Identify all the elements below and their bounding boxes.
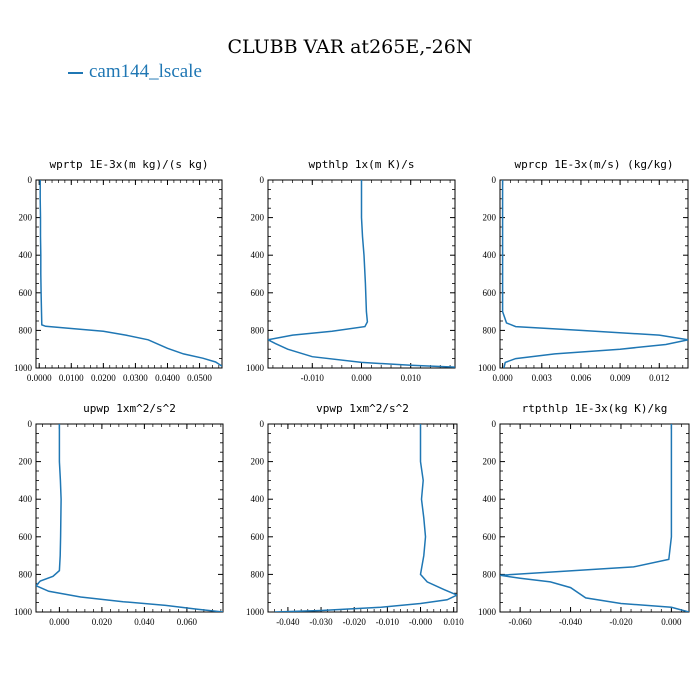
subplot-title: rtpthlp 1E-3x(kg K)/kg <box>522 402 668 415</box>
x-tick-label: 0.0100 <box>59 373 84 383</box>
y-tick-label: 600 <box>483 288 497 298</box>
y-tick-label: 400 <box>19 250 33 260</box>
subplot-3: wprcp 1E-3x(m/s) (kg/kg) 0 200 400 600 800 100… <box>478 158 689 383</box>
subplot-title: upwp 1xm^2/s^2 <box>83 402 176 415</box>
y-tick-label: 200 <box>251 213 265 223</box>
subplot-6: rtpthlp 1E-3x(kg K)/kg 0 200 400 600 800 1000 -… <box>478 402 690 627</box>
y-tick-label: 600 <box>19 532 33 542</box>
plot-frame <box>499 179 689 369</box>
figure-title: CLUBB VAR at265E,-26N <box>227 36 473 58</box>
y-tick-label: 800 <box>251 569 265 579</box>
y-tick-label: 600 <box>483 532 497 542</box>
y-tick-label: 800 <box>19 569 33 579</box>
y-tick-label: 400 <box>251 494 265 504</box>
x-tick-label: 0.000 <box>351 373 372 383</box>
x-tick-label: -0.040 <box>276 617 300 627</box>
subplot-title: wprtp 1E-3x(m kg)/(s kg) <box>50 158 209 171</box>
y-tick-label: 0 <box>28 175 33 185</box>
y-tick-label: 1000 <box>246 363 265 373</box>
x-tick-label: 0.0000 <box>27 373 52 383</box>
x-tick-label: 0.0200 <box>91 373 116 383</box>
legend: cam144_lscale <box>68 61 202 83</box>
x-tick-label: 0.010 <box>444 617 465 627</box>
plot-frame <box>267 423 458 613</box>
series-line <box>39 180 222 367</box>
series-line <box>36 424 223 612</box>
x-tick-label: 0.010 <box>401 373 422 383</box>
y-tick-label: 200 <box>251 457 265 467</box>
x-tick-label: 0.000 <box>49 617 70 627</box>
x-tick-label: 0.060 <box>177 617 198 627</box>
y-tick-label: 1000 <box>14 607 33 617</box>
x-tick-label: -0.020 <box>343 617 367 627</box>
x-tick-label: 0.012 <box>649 373 669 383</box>
y-tick-label: 0 <box>260 419 265 429</box>
y-tick-label: 1000 <box>478 607 497 617</box>
subplot-title: wprcp 1E-3x(m/s) (kg/kg) <box>515 158 674 171</box>
y-tick-label: 800 <box>251 325 265 335</box>
x-tick-label: 0.0400 <box>155 373 180 383</box>
series-line <box>501 180 688 368</box>
x-tick-label: 0.040 <box>134 617 155 627</box>
y-tick-label: 200 <box>483 457 497 467</box>
subplot-1: wprtp 1E-3x(m kg)/(s kg) 0 200 400 600 800 100… <box>14 158 223 383</box>
x-tick-label: -0.060 <box>509 617 533 627</box>
y-tick-label: 600 <box>251 288 265 298</box>
subplot-title: wpthlp 1x(m K)/s <box>309 158 415 171</box>
plot-frame <box>35 179 223 369</box>
x-tick-label: 0.0500 <box>187 373 212 383</box>
x-tick-label: 0.000 <box>661 617 682 627</box>
x-tick-label: -0.010 <box>301 373 325 383</box>
series-line <box>274 424 457 612</box>
y-tick-label: 0 <box>492 419 497 429</box>
x-tick-label: -0.020 <box>609 617 633 627</box>
x-tick-label: 0.003 <box>532 373 553 383</box>
series-line <box>268 180 455 368</box>
y-tick-label: 200 <box>19 457 33 467</box>
y-tick-label: 600 <box>19 288 33 298</box>
y-tick-label: 800 <box>483 325 497 335</box>
y-tick-label: 0 <box>492 175 497 185</box>
y-tick-label: 1000 <box>478 363 497 373</box>
plot-frame <box>35 423 224 613</box>
subplot-title: vpwp 1xm^2/s^2 <box>316 402 409 415</box>
legend-line-swatch <box>68 71 83 74</box>
series-line <box>500 424 689 612</box>
x-tick-label: 0.020 <box>92 617 113 627</box>
plot-frame <box>499 423 690 613</box>
y-tick-label: 600 <box>251 532 265 542</box>
subplot-4: upwp 1xm^2/s^2 0 200 400 600 800 1000 0.000 0.02… <box>14 402 224 627</box>
y-tick-label: 400 <box>483 494 497 504</box>
x-tick-label: 0.0300 <box>123 373 148 383</box>
y-tick-label: 1000 <box>14 363 33 373</box>
y-tick-label: 400 <box>483 250 497 260</box>
x-tick-label: -0.040 <box>559 617 583 627</box>
x-tick-label: -0.030 <box>309 617 333 627</box>
y-tick-label: 800 <box>483 569 497 579</box>
subplot-5: vpwp 1xm^2/s^2 0 200 400 600 800 1000 -0.040 -0.… <box>246 402 464 627</box>
y-tick-label: 200 <box>19 213 33 223</box>
y-tick-label: 0 <box>260 175 265 185</box>
legend-label: cam144_lscale <box>89 61 202 82</box>
y-tick-label: 400 <box>19 494 33 504</box>
subplot-2: wpthlp 1x(m K)/s 0 200 400 600 800 1000 -0.010 0… <box>246 158 456 383</box>
x-tick-label: 0.009 <box>610 373 631 383</box>
y-tick-label: 0 <box>28 419 33 429</box>
y-tick-label: 400 <box>251 250 265 260</box>
y-tick-label: 800 <box>19 325 33 335</box>
y-tick-label: 200 <box>483 213 497 223</box>
y-tick-label: 1000 <box>246 607 265 617</box>
x-tick-label: -0.010 <box>376 617 400 627</box>
x-tick-label: -0.000 <box>409 617 433 627</box>
x-tick-label: 0.006 <box>571 373 592 383</box>
x-tick-label: 0.000 <box>492 373 513 383</box>
